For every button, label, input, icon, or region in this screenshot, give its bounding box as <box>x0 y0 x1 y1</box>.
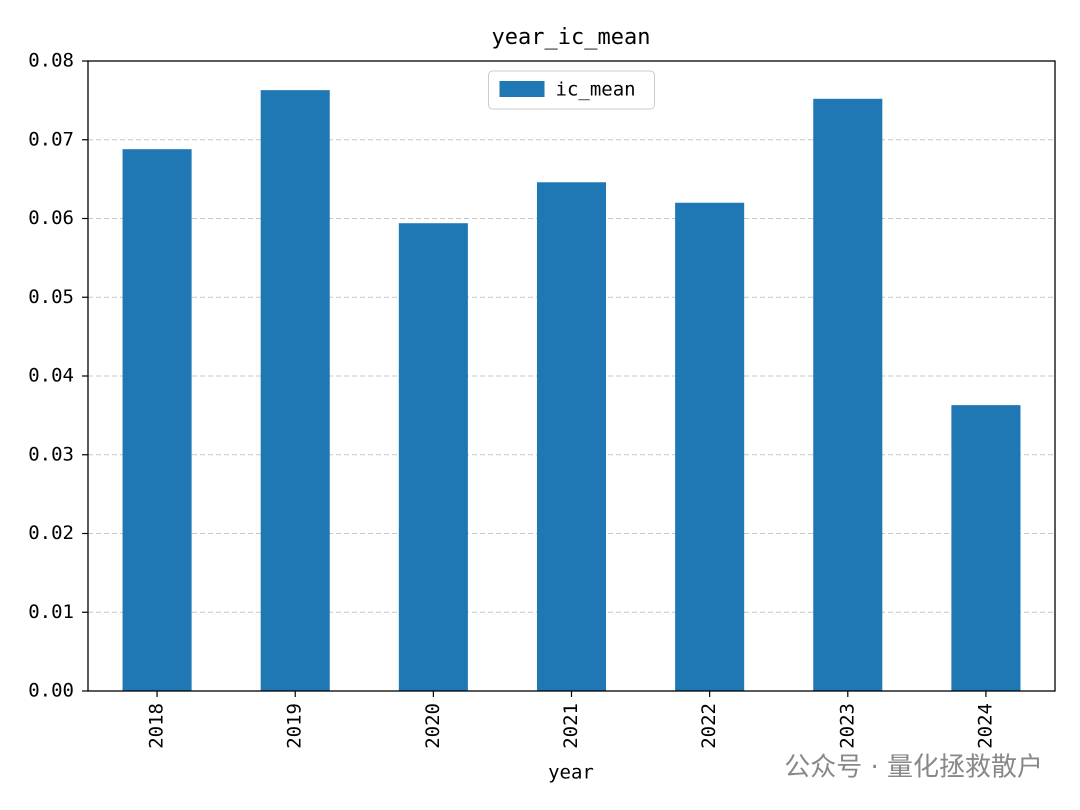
x-tick-label: 2022 <box>698 703 720 749</box>
y-tick-label: 0.02 <box>28 522 74 544</box>
watermark: 公众号 · 量化拯救散户 <box>784 753 1043 783</box>
bar <box>951 405 1021 691</box>
x-tick-label: 2021 <box>560 703 582 749</box>
legend-box <box>488 70 655 110</box>
x-tick-label: 2019 <box>284 703 306 749</box>
y-tick-label: 0.01 <box>28 601 74 623</box>
y-tick-label: 0.06 <box>28 207 74 229</box>
x-tick-label: 2023 <box>836 703 858 749</box>
y-tick-label: 0.03 <box>28 443 74 465</box>
y-tick-label: 0.08 <box>28 50 74 72</box>
legend-swatch <box>499 81 545 97</box>
bar <box>122 149 192 691</box>
x-tick-label: 2024 <box>974 703 996 749</box>
bar <box>536 182 607 691</box>
y-tick-label: 0.00 <box>28 680 74 702</box>
x-tick-label: 2018 <box>146 703 168 749</box>
bar <box>398 223 468 691</box>
bar <box>675 202 745 691</box>
bar <box>813 98 883 692</box>
y-tick-label: 0.05 <box>28 286 74 308</box>
bar <box>260 90 330 691</box>
y-tick-label: 0.04 <box>28 365 74 387</box>
axes-frame <box>87 60 1056 692</box>
x-tick-label: 2020 <box>422 703 444 749</box>
legend-label: ic_mean <box>556 79 636 101</box>
x-axis-label: year <box>548 762 594 784</box>
y-tick-label: 0.07 <box>28 128 74 150</box>
chart-title: year_ic_mean <box>492 25 651 50</box>
